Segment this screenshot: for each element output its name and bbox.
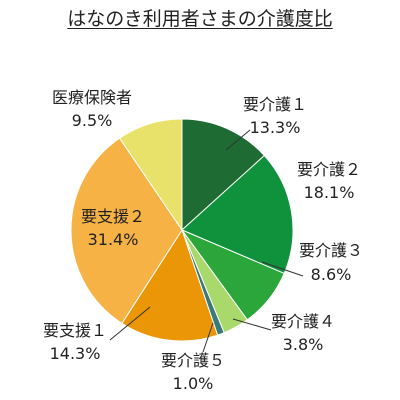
slice-value-label: 18.1% <box>304 183 355 202</box>
slice-value-label: 8.6% <box>311 265 352 284</box>
pie-slice <box>181 154 294 275</box>
slice-category-label: 要支援１ <box>43 321 107 340</box>
leader-line <box>261 261 304 277</box>
slice-value-label: 31.4% <box>88 230 139 249</box>
leader-line <box>225 129 251 151</box>
slice-category-label: 要介護５ <box>161 351 225 370</box>
slice-category-label: 要介護１ <box>243 95 307 114</box>
slice-value-label: 13.3% <box>250 118 301 137</box>
slice-value-label: 1.0% <box>173 374 214 393</box>
leader-line <box>109 306 151 341</box>
pie-slice <box>118 118 183 232</box>
leader-line <box>202 322 214 353</box>
slice-category-label: 医療保険者 <box>52 88 132 107</box>
pie-slice <box>70 137 183 325</box>
slice-value-label: 3.8% <box>283 335 324 354</box>
slice-value-label: 14.3% <box>50 344 101 363</box>
slice-value-label: 9.5% <box>72 111 113 130</box>
slice-category-label: 要介護４ <box>271 312 335 331</box>
chart-title: はなのき利用者さまの介護度比 <box>67 8 333 30</box>
pie-slice <box>181 118 266 232</box>
slice-category-label: 要介護２ <box>297 160 361 179</box>
slice-category-label: 要介護３ <box>299 241 363 260</box>
slice-category-label: 要支援２ <box>81 207 145 226</box>
leader-line <box>232 318 272 331</box>
